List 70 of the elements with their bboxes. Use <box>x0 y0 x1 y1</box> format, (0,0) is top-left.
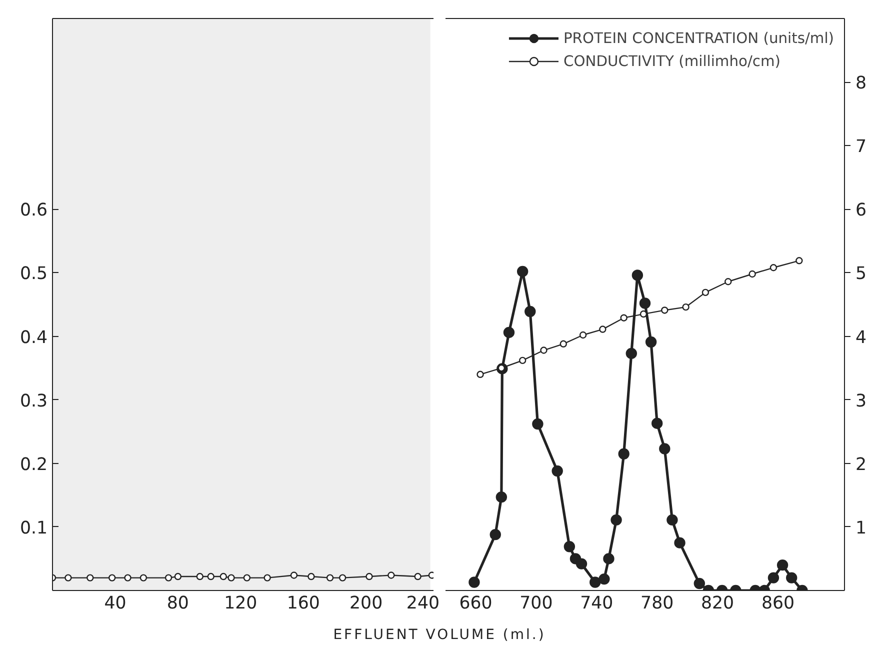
point <box>724 278 732 286</box>
x-tick-label: 660 <box>459 594 492 614</box>
y-tick-label: 0.5 <box>20 264 48 284</box>
x-axis-title: EFFLUENT VOLUME (ml.) <box>333 626 546 645</box>
x-tick-label: 860 <box>761 594 795 614</box>
y2-tick-label: 3 <box>856 391 867 412</box>
y2-tick-label: 4 <box>856 328 867 348</box>
point <box>503 326 515 338</box>
point <box>603 553 614 564</box>
x-tick-label: 700 <box>520 594 553 614</box>
x-tick-label: 80 <box>166 594 189 614</box>
y-tick-label: 0.4 <box>20 328 48 348</box>
point <box>659 443 670 454</box>
point <box>590 576 601 588</box>
point <box>490 528 501 540</box>
y-tick-label: 0.6 <box>20 200 48 221</box>
x-tick-label: 780 <box>640 594 674 614</box>
x-tick-label: 160 <box>286 594 320 614</box>
point <box>632 270 644 281</box>
y-tick-label: 0.1 <box>20 518 48 538</box>
point <box>674 537 686 548</box>
point <box>560 340 567 348</box>
point <box>768 572 780 584</box>
point <box>579 331 587 339</box>
point <box>540 346 548 354</box>
point <box>702 288 710 296</box>
y2-tick-label: 6 <box>856 200 867 221</box>
x-tick-label: 200 <box>350 594 383 614</box>
point <box>661 306 668 314</box>
legend-label: PROTEIN CONCENTRATION (units/ml) <box>563 30 834 46</box>
point <box>639 298 651 309</box>
point <box>618 448 630 460</box>
legend-label: CONDUCTIVITY (millimho/cm) <box>563 52 780 70</box>
y2-tick-label: 5 <box>856 264 867 284</box>
y-tick-label: 0.3 <box>20 391 48 412</box>
x-tick-label: 740 <box>580 594 614 614</box>
point <box>610 514 622 526</box>
point <box>532 418 544 430</box>
point <box>645 336 657 348</box>
x-tick-label: 240 <box>406 594 440 614</box>
y2-tick-label: 7 <box>856 137 867 158</box>
x-tick-label: 820 <box>701 594 734 614</box>
point <box>651 418 663 429</box>
point <box>468 576 480 588</box>
point <box>666 514 678 526</box>
point <box>694 578 706 590</box>
point <box>518 356 526 364</box>
y2-tick-label: 2 <box>856 454 867 475</box>
point <box>516 266 528 278</box>
y2-tick-label: 1 <box>856 518 867 538</box>
point <box>552 465 563 477</box>
point <box>748 270 756 278</box>
point <box>564 541 576 552</box>
point <box>496 491 508 503</box>
point <box>476 370 484 378</box>
point <box>786 572 798 584</box>
point <box>796 257 803 264</box>
point <box>620 314 628 322</box>
x-tick-label: 40 <box>104 594 126 614</box>
y-tick-label: 0.2 <box>20 454 48 475</box>
point <box>626 348 637 360</box>
point <box>524 306 536 318</box>
point <box>576 558 588 570</box>
point <box>682 303 690 311</box>
point <box>599 326 606 333</box>
point <box>598 573 610 585</box>
point <box>776 559 788 571</box>
y2-tick-label: 8 <box>856 74 867 94</box>
point <box>770 264 778 272</box>
x-tick-label: 120 <box>224 594 258 614</box>
